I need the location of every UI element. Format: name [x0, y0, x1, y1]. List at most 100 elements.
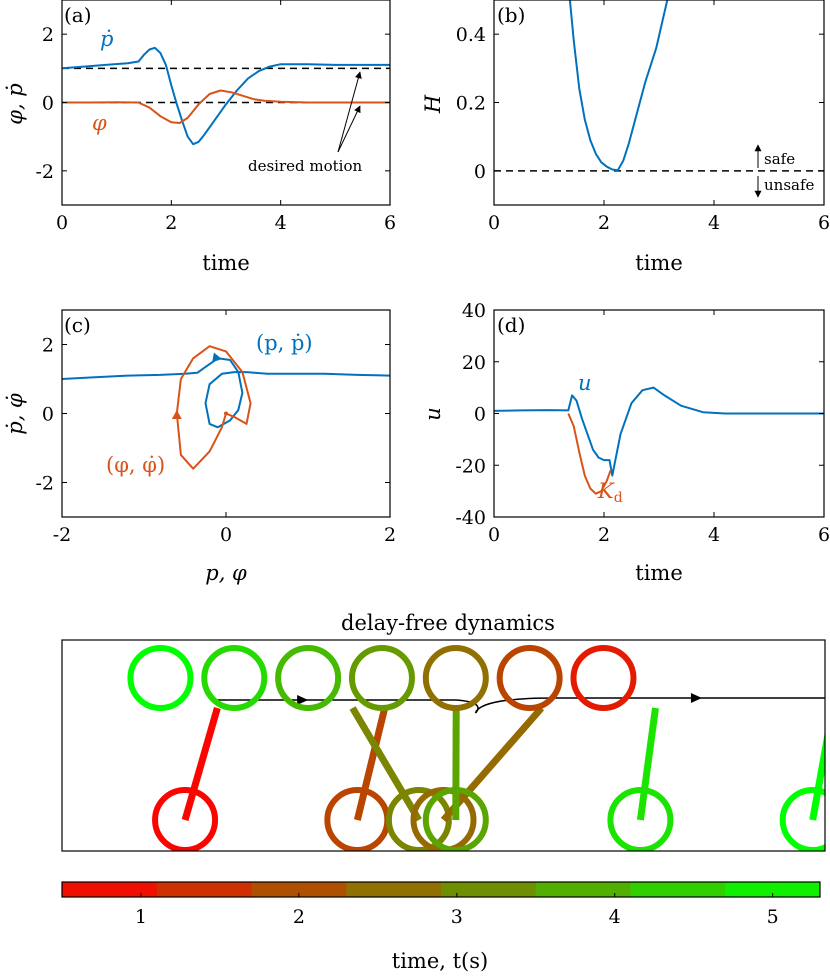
- panel-d-xlabel: time: [635, 561, 683, 585]
- panel-a-series-1: [62, 89, 390, 124]
- panel-e-rod: [349, 706, 422, 822]
- colorbar-tick-label: 3: [451, 906, 463, 928]
- panel-c-series-1: [175, 345, 252, 470]
- panel-d-series-label-u: u: [578, 371, 592, 395]
- panel-b-ytick-label: 0: [474, 161, 486, 183]
- panel-e-bottom-wheel: [607, 787, 674, 851]
- panel-b: 0 2 4 6 0 0.2 0.4 (b) time H safe unsafe: [421, 0, 830, 275]
- panel-e-trajectory: [214, 697, 825, 714]
- panel-d-xtick-label: 2: [598, 524, 610, 546]
- colorbar-segment: [62, 882, 158, 897]
- panel-a-series-label-phi: φ: [92, 111, 107, 135]
- panel-c-xtick-label: 0: [220, 524, 232, 546]
- panel-d-letter: (d): [497, 313, 525, 337]
- colorbar-frame: [61, 881, 821, 898]
- panel-e-top-wheel: [570, 645, 637, 711]
- panel-c-xtick-label: -2: [53, 524, 72, 546]
- panel-e-bottom-wheel: [152, 787, 219, 851]
- colorbar-segment: [535, 882, 631, 897]
- panel-e-top-wheel: [127, 645, 194, 711]
- panel-d-series-1: [567, 413, 612, 495]
- panel-d-ytick-label: -20: [455, 455, 486, 477]
- panel-d-ytick-label: 40: [462, 300, 486, 322]
- panel-b-letter: (b): [497, 3, 525, 27]
- panel-c-direction-arrow-orange: [171, 410, 182, 420]
- colorbar-tick-label: 5: [767, 906, 779, 928]
- panel-b-axes-box: [493, 0, 825, 206]
- panel-e-rod: [440, 705, 545, 823]
- panel-e-bottom-wheel: [779, 787, 825, 851]
- panel-d-series-0: [494, 386, 824, 477]
- panel-d-xtick-label: 6: [818, 524, 830, 546]
- panel-e-top-wheel: [275, 645, 342, 711]
- panel-e-rod: [809, 731, 825, 821]
- panel-b-ytick-label: 0.2: [456, 93, 486, 115]
- panel-d-series-label-kd: Kd: [597, 479, 623, 506]
- panel-e-rod: [636, 707, 659, 821]
- panel-e-bottom-wheel: [385, 787, 452, 851]
- colorbar-segment: [441, 882, 537, 897]
- panel-b-annotation-safe: safe: [764, 150, 795, 168]
- colorbar-segment: [725, 882, 821, 897]
- panel-c-ylabel: ṗ, φ̇: [3, 393, 27, 435]
- panel-b-series-0: [568, 0, 669, 172]
- panel-c-series-label-phi: (φ, φ̇): [106, 453, 165, 477]
- panel-e-top-wheel: [496, 645, 563, 711]
- panel-b-xtick-label: 4: [708, 212, 720, 234]
- panel-a-series-label-pdot: ṗ: [100, 27, 113, 51]
- panel-e-top-wheel: [201, 645, 268, 711]
- panel-a-annotation-desired-motion: desired motion: [248, 157, 363, 175]
- panel-a-ylabel: φ, ṗ: [3, 83, 27, 125]
- panel-e-rod: [353, 707, 389, 821]
- panel-e-bottom-wheel: [422, 787, 489, 851]
- panel-a-xtick-label: 0: [56, 212, 68, 234]
- panel-c-xlabel: p, φ: [205, 561, 247, 585]
- panel-b-xtick-label: 6: [818, 212, 830, 234]
- panel-c-ytick-label: 0: [42, 404, 54, 426]
- panel-d-xtick-label: 4: [708, 524, 720, 546]
- panel-d-xtick-label: 0: [488, 524, 500, 546]
- panel-a-arrow-to-pdot-ref: [337, 71, 362, 153]
- panel-e-top-wheel: [348, 645, 415, 711]
- panel-c-ytick-label: -2: [35, 473, 54, 495]
- panel-c-letter: (c): [64, 313, 91, 337]
- panel-a-ytick-label: -2: [35, 161, 54, 183]
- panel-a-series-0: [62, 46, 390, 146]
- panel-e-trajectory-arrow: [690, 693, 702, 703]
- panel-e-frame: [61, 639, 826, 852]
- panel-e-rod: [181, 707, 221, 821]
- panel-c-direction-arrow-blue: [212, 352, 222, 363]
- panel-b-ylabel: H: [421, 94, 445, 114]
- panel-c-origin-dot: [224, 411, 228, 416]
- colorbar-segment: [251, 882, 347, 897]
- colorbar-segment: [630, 882, 726, 897]
- panel-c-xtick-label: 2: [384, 524, 396, 546]
- panel-d-ytick-label: 20: [462, 352, 486, 374]
- colorbar-tick-label: 4: [609, 906, 621, 928]
- panel-a-arrow-to-phi-ref: [337, 105, 361, 153]
- panel-b-ytick-label: 0.4: [456, 24, 486, 46]
- panel-d-ytick-label: 0: [474, 404, 486, 426]
- panel-e-top-wheel: [422, 645, 489, 711]
- panel-a-xtick-label: 6: [384, 212, 396, 234]
- panel-c: -2 0 2 -2 0 2 (c) p, φ ṗ, φ̇ (p, ṗ) (φ, φ̇): [3, 309, 396, 585]
- panel-c-ytick-label: 2: [42, 335, 54, 357]
- panel-a-letter: (a): [64, 3, 92, 27]
- panel-a-ytick-label: 2: [42, 24, 54, 46]
- panel-d-ylabel: u: [421, 407, 445, 421]
- panel-d-ytick-label: -40: [455, 507, 486, 529]
- panel-b-xlabel: time: [635, 251, 683, 275]
- colorbar-tick-label: 1: [135, 906, 147, 928]
- colorbar-tick-label: 2: [293, 906, 305, 928]
- panel-a: 0 2 4 6 -2 0 2 (a) time φ, ṗ ṗ φ desired motio…: [3, 0, 396, 275]
- panel-a-xlabel: time: [202, 251, 250, 275]
- panel-a-xtick-label: 2: [165, 212, 177, 234]
- panel-c-series-label-p: (p, ṗ): [256, 331, 313, 355]
- panel-b-xtick-label: 2: [598, 212, 610, 234]
- panel-e-title: delay-free dynamics: [341, 611, 555, 635]
- panel-a-xtick-label: 4: [275, 212, 287, 234]
- panel-e: delay-free dynamics 1 2 3 4 5 time, t(s): [61, 611, 826, 973]
- panel-b-annotation-unsafe: unsafe: [764, 176, 815, 194]
- panel-a-ytick-label: 0: [42, 93, 54, 115]
